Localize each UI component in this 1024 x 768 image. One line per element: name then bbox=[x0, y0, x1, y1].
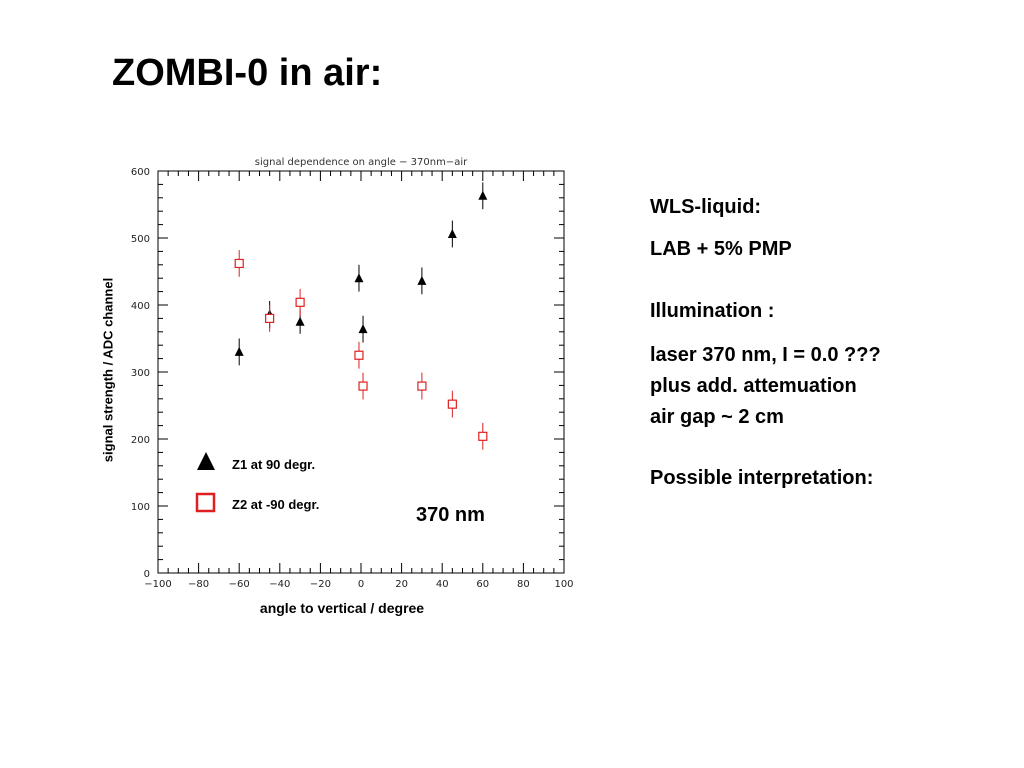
data-point-z2 bbox=[447, 399, 457, 409]
y-tick-label: 300 bbox=[131, 368, 150, 379]
data-point-z1 bbox=[295, 316, 305, 326]
y-tick-label: 500 bbox=[131, 234, 150, 245]
data-point-z2 bbox=[295, 297, 305, 307]
data-point-z1 bbox=[447, 228, 457, 238]
legend-label-z1: Z1 at 90 degr. bbox=[232, 457, 316, 472]
illumination-line-2: plus add. attemuation bbox=[650, 375, 857, 397]
x-tick-label: −20 bbox=[310, 579, 331, 590]
y-tick-label: 100 bbox=[131, 502, 150, 513]
x-tick-label: −80 bbox=[188, 579, 209, 590]
x-tick-label: 100 bbox=[554, 579, 573, 590]
y-axis-label: signal strength / ADC channel bbox=[100, 277, 116, 463]
x-axis-label: angle to vertical / degree bbox=[259, 600, 425, 616]
illumination-heading: Illumination : bbox=[650, 300, 775, 322]
legend-label-z2: Z2 at -90 degr. bbox=[232, 497, 320, 512]
legend-marker-z1 bbox=[197, 452, 215, 470]
y-tick-label: 600 bbox=[131, 167, 150, 178]
data-point-z1 bbox=[358, 324, 368, 334]
x-tick-label: −40 bbox=[269, 579, 290, 590]
wls-value: LAB + 5% PMP bbox=[650, 238, 792, 260]
data-point-z1 bbox=[354, 273, 364, 283]
data-point-z2 bbox=[265, 313, 275, 323]
data-point-z2 bbox=[417, 381, 427, 391]
x-tick-label: 20 bbox=[395, 579, 408, 590]
legend-marker-z2 bbox=[195, 492, 216, 513]
chart-title: signal dependence on angle − 370nm−air bbox=[255, 157, 468, 168]
x-tick-label: 0 bbox=[358, 579, 364, 590]
slide-title: ZOMBI-0 in air: bbox=[112, 52, 383, 94]
plot-frame bbox=[157, 170, 565, 574]
interpretation-heading: Possible interpretation: bbox=[650, 467, 874, 489]
data-point-z1 bbox=[234, 346, 244, 356]
x-tick-label: 60 bbox=[476, 579, 489, 590]
data-point-z2 bbox=[234, 258, 244, 269]
x-tick-label: −100 bbox=[144, 579, 171, 590]
illumination-line-1: laser 370 nm, I = 0.0 ??? bbox=[650, 344, 881, 366]
data-point-z2 bbox=[478, 431, 488, 441]
wls-heading: WLS-liquid: bbox=[650, 196, 762, 218]
data-point-z2 bbox=[358, 381, 368, 391]
y-tick-label: 0 bbox=[144, 569, 150, 580]
data-point-z1 bbox=[478, 190, 488, 200]
illumination-line-3: air gap ~ 2 cm bbox=[650, 406, 784, 428]
y-tick-label: 200 bbox=[131, 435, 150, 446]
y-tick-label: 400 bbox=[131, 301, 150, 312]
data-point-z1 bbox=[417, 275, 427, 285]
x-tick-label: 40 bbox=[436, 579, 449, 590]
data-point-z2 bbox=[354, 350, 364, 360]
x-tick-label: −60 bbox=[229, 579, 250, 590]
x-tick-label: 80 bbox=[517, 579, 530, 590]
wavelength-annotation: 370 nm bbox=[416, 504, 485, 526]
